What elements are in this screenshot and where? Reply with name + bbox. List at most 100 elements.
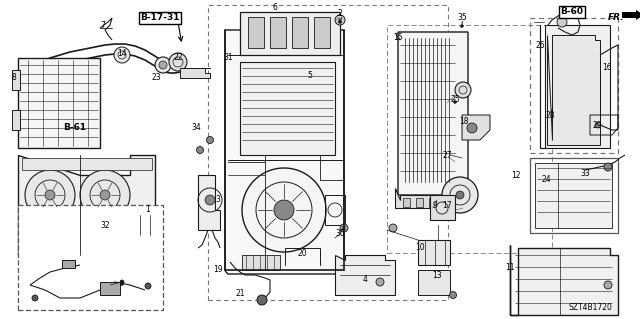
Bar: [18, 205, 163, 310]
Bar: [530, 18, 618, 153]
Text: 9: 9: [433, 201, 437, 210]
Text: 1: 1: [146, 205, 150, 214]
Polygon shape: [429, 198, 436, 207]
Text: 24: 24: [541, 175, 551, 184]
Text: 11: 11: [505, 263, 515, 272]
Polygon shape: [418, 270, 450, 295]
Circle shape: [557, 17, 567, 27]
Circle shape: [389, 224, 397, 232]
Text: 2: 2: [338, 10, 342, 19]
Circle shape: [205, 195, 215, 205]
Polygon shape: [403, 198, 410, 207]
Bar: [208, 5, 448, 300]
Text: 20: 20: [297, 249, 307, 257]
Text: 5: 5: [308, 70, 312, 79]
Circle shape: [80, 170, 130, 220]
Circle shape: [456, 191, 464, 199]
Circle shape: [461, 25, 463, 27]
FancyArrow shape: [622, 10, 640, 20]
Circle shape: [340, 224, 348, 232]
Polygon shape: [547, 35, 600, 145]
Polygon shape: [100, 282, 120, 295]
Circle shape: [196, 146, 204, 153]
Circle shape: [257, 295, 267, 305]
Circle shape: [376, 278, 384, 286]
Text: 32: 32: [100, 220, 110, 229]
Circle shape: [25, 170, 75, 220]
Polygon shape: [18, 155, 155, 255]
Circle shape: [159, 61, 167, 69]
Text: 30: 30: [335, 228, 345, 238]
Text: 12: 12: [511, 170, 521, 180]
Polygon shape: [442, 198, 449, 207]
Text: 6: 6: [273, 4, 277, 12]
Circle shape: [32, 295, 38, 301]
Circle shape: [604, 163, 612, 171]
Circle shape: [604, 281, 612, 289]
Text: 15: 15: [393, 33, 403, 42]
Polygon shape: [240, 12, 340, 55]
Text: 28: 28: [545, 110, 555, 120]
Polygon shape: [540, 25, 610, 148]
Text: 21: 21: [236, 288, 244, 298]
Circle shape: [553, 110, 557, 114]
Bar: [22, 240, 152, 255]
Text: B-60: B-60: [561, 8, 584, 17]
Circle shape: [120, 280, 124, 284]
Text: 29: 29: [592, 121, 602, 130]
Circle shape: [120, 283, 124, 286]
Text: 16: 16: [602, 63, 612, 72]
Text: 35: 35: [457, 13, 467, 23]
Text: 25: 25: [450, 95, 460, 105]
Circle shape: [595, 122, 601, 128]
Text: 8: 8: [12, 73, 17, 83]
Polygon shape: [395, 188, 465, 208]
Polygon shape: [248, 17, 264, 48]
Circle shape: [467, 123, 477, 133]
Polygon shape: [242, 255, 280, 270]
Text: 18: 18: [460, 117, 468, 127]
Polygon shape: [430, 195, 455, 220]
Bar: [22, 158, 152, 170]
Text: 17: 17: [442, 201, 452, 210]
Polygon shape: [462, 115, 490, 140]
Circle shape: [274, 200, 294, 220]
Bar: [530, 158, 618, 233]
Text: B-61: B-61: [63, 123, 86, 132]
Text: 10: 10: [415, 243, 425, 253]
Circle shape: [169, 53, 187, 71]
Text: 7: 7: [100, 20, 106, 29]
Circle shape: [45, 190, 55, 200]
Text: 27: 27: [442, 151, 452, 160]
Circle shape: [454, 100, 456, 103]
Polygon shape: [12, 110, 20, 130]
Polygon shape: [292, 17, 308, 48]
Text: 19: 19: [213, 265, 223, 275]
Polygon shape: [240, 62, 335, 155]
Circle shape: [100, 190, 110, 200]
Text: 33: 33: [580, 168, 590, 177]
Circle shape: [551, 108, 559, 116]
Text: 13: 13: [432, 271, 442, 279]
Polygon shape: [398, 32, 468, 195]
Circle shape: [455, 82, 471, 98]
Polygon shape: [335, 255, 395, 295]
Polygon shape: [416, 198, 423, 207]
Polygon shape: [198, 175, 220, 230]
Polygon shape: [180, 68, 210, 78]
Circle shape: [145, 283, 151, 289]
Circle shape: [335, 15, 345, 25]
Text: SZT4B1720: SZT4B1720: [568, 303, 612, 313]
Circle shape: [155, 57, 171, 73]
Polygon shape: [510, 245, 618, 315]
Polygon shape: [535, 163, 612, 228]
Text: 3: 3: [216, 196, 220, 204]
Polygon shape: [314, 17, 330, 48]
Polygon shape: [62, 260, 75, 268]
Text: 26: 26: [535, 41, 545, 49]
Text: 23: 23: [151, 73, 161, 83]
Polygon shape: [418, 240, 450, 265]
Polygon shape: [225, 30, 344, 274]
Text: FR.: FR.: [608, 13, 625, 23]
Circle shape: [207, 137, 214, 144]
